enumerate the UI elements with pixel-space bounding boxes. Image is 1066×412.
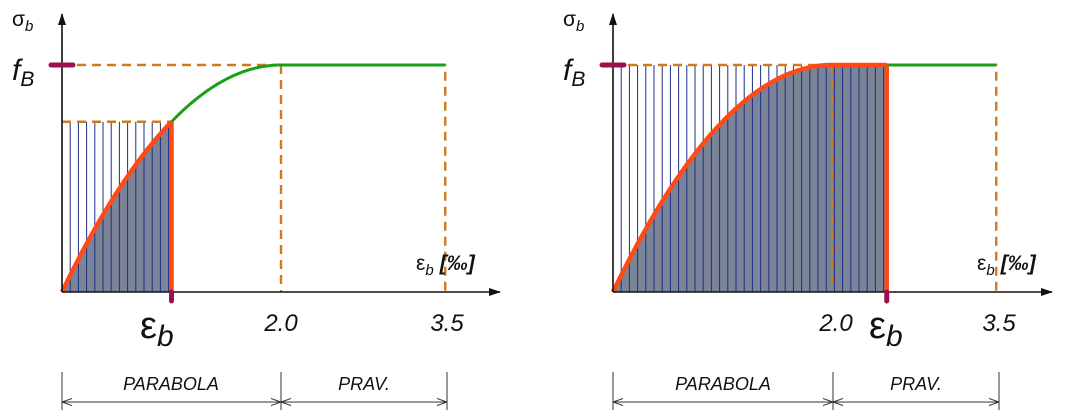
tick-label-3-5: 3.5 xyxy=(430,310,464,337)
stress-area xyxy=(62,121,172,292)
tick-label-2-0: 2.0 xyxy=(263,310,298,337)
range-dimension xyxy=(612,372,1000,410)
range-dimension xyxy=(61,372,448,410)
stress-strain-curve xyxy=(170,63,446,123)
strain-axis-label: εb [‰] xyxy=(977,252,1037,279)
stress-axis-label: σb xyxy=(563,8,584,35)
eps-b-label: εb xyxy=(140,305,174,353)
range-label-parabola: PARABOLA xyxy=(123,374,219,394)
range-label-straight: PRAV. xyxy=(338,374,390,394)
diagram-panel-left: σb fB εb [‰] εb 2.0 3.5 PARABOLA PRAV. xyxy=(12,8,501,410)
strain-axis-label: εb [‰] xyxy=(416,252,476,279)
tick-label-3-5: 3.5 xyxy=(982,310,1016,337)
tick-label-2-0: 2.0 xyxy=(818,310,853,337)
range-label-straight: PRAV. xyxy=(890,374,942,394)
fb-label: fB xyxy=(12,54,34,91)
hatch-lines xyxy=(69,121,170,292)
hatch-lines xyxy=(620,65,885,292)
active-stress-curve xyxy=(59,120,174,293)
eps-b-label: εb xyxy=(869,305,903,353)
active-stress-curve xyxy=(610,62,887,293)
fb-label: fB xyxy=(563,54,585,91)
range-label-parabola: PARABOLA xyxy=(675,374,771,394)
diagram-panel-right: σb fB εb [‰] εb 2.0 3.5 PARABOLA PRAV. xyxy=(563,8,1053,410)
stress-axis-label: σb xyxy=(12,8,33,35)
stress-area xyxy=(613,65,887,292)
